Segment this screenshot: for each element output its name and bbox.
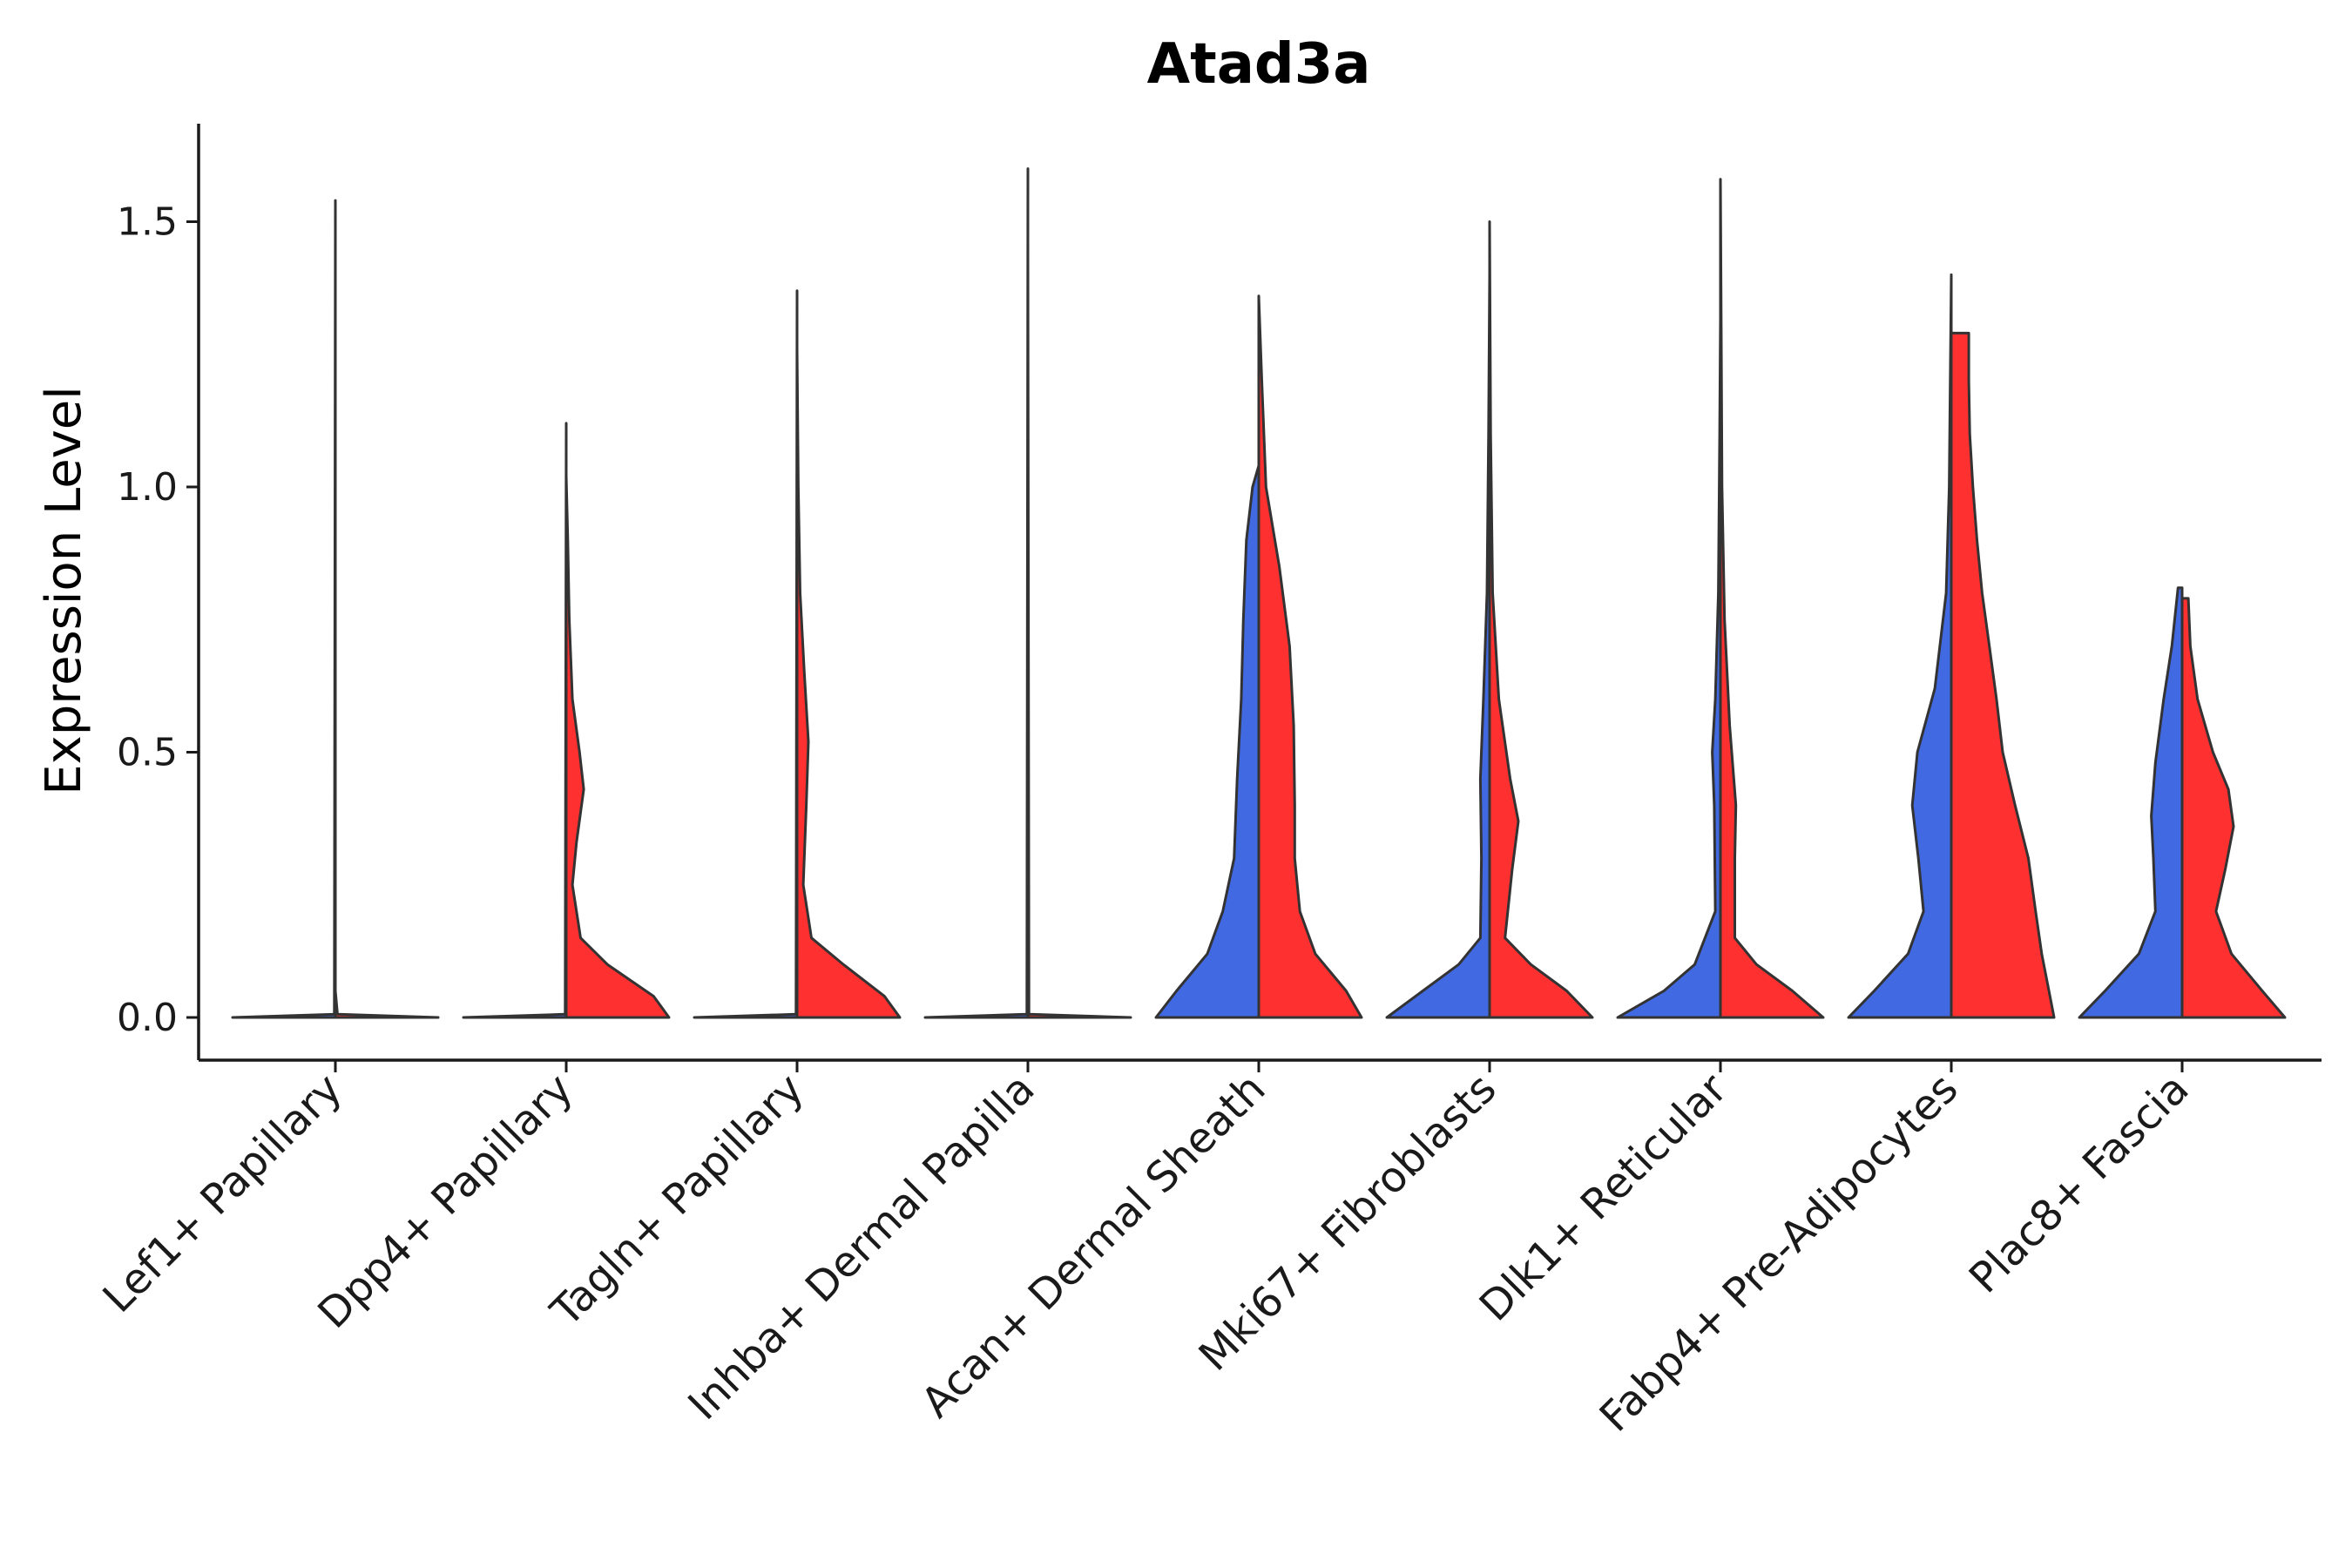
- violin-7-right: [1719, 178, 1825, 1019]
- violins-layer: [231, 167, 2287, 1019]
- y-axis-label: Expression Level: [36, 386, 92, 795]
- violin-1-left: [231, 199, 337, 1019]
- violin-7-left: [1616, 315, 1722, 1019]
- violin-5-left: [1154, 464, 1260, 1019]
- violin-6-left: [1385, 273, 1491, 1019]
- x-tick-label: Plac8+ Fascia: [1960, 1064, 2199, 1303]
- chart-title: Atad3a: [1147, 32, 1371, 97]
- x-tick-label: Tagln+ Papillary: [541, 1064, 813, 1336]
- violin-2-right: [564, 475, 671, 1019]
- violin-8-right: [1950, 331, 2056, 1019]
- violin-2-left: [462, 422, 568, 1019]
- violin-6-right: [1488, 220, 1594, 1019]
- x-tick-label: Dlk1+ Reticular: [1470, 1064, 1737, 1331]
- violin-1-right: [334, 990, 440, 1019]
- violin-3-right: [795, 348, 902, 1019]
- y-tick-label: 0.5: [117, 731, 178, 775]
- y-tick-label: 1.0: [117, 465, 178, 510]
- x-tick-label: Lef1+ Papillary: [94, 1064, 352, 1322]
- violin-9-left: [2078, 586, 2184, 1019]
- y-tick-label: 0.0: [117, 996, 178, 1040]
- violin-4-left: [923, 167, 1030, 1019]
- violin-4-right: [1026, 247, 1132, 1019]
- violin-8-left: [1847, 273, 1953, 1019]
- y-ticks: 0.0 0.5 1.0 1.5: [117, 200, 199, 1040]
- x-tick-label: Dpp4+ Papillary: [308, 1064, 582, 1338]
- violin-9-right: [2180, 597, 2287, 1019]
- y-tick-label: 1.5: [117, 200, 178, 245]
- violin-5-right: [1257, 294, 1363, 1019]
- violin-3-left: [693, 289, 799, 1019]
